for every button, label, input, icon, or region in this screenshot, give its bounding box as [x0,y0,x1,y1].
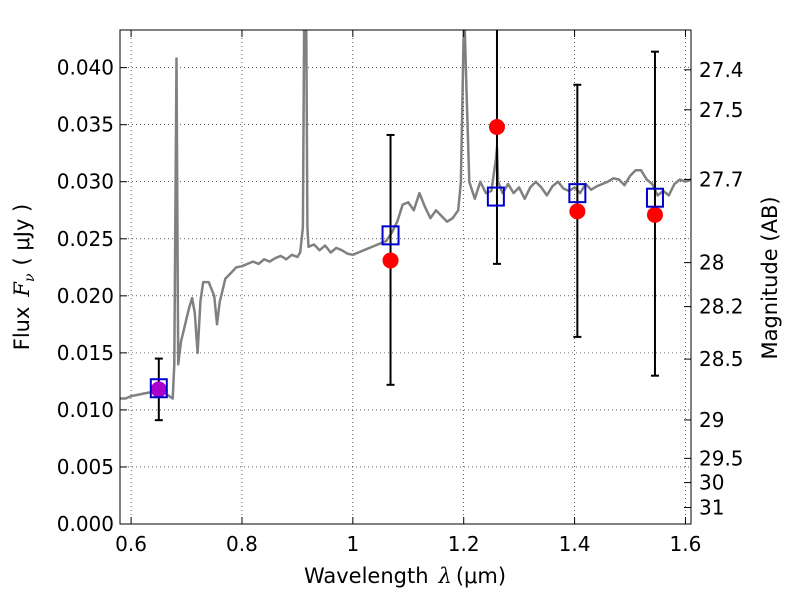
y2-tick-label: 28 [699,251,724,275]
model-spectrum-line [120,30,691,400]
y2-tick-label: 29.5 [699,446,744,470]
y2-tick-label: 27.7 [699,167,744,191]
x-axis-label: Wavelength λ (μm) [304,564,506,588]
y-tick-label: 0.035 [57,113,114,137]
model-flux-square [645,187,664,208]
axis-ticks [120,30,691,525]
x-tick-label: 1.6 [670,532,702,556]
model-flux-square [568,183,587,204]
y-tick-label: 0.010 [57,398,114,422]
plot-content [120,30,691,422]
x-tick-label: 1 [346,532,359,556]
x-tick-label: 0.8 [226,532,258,556]
y2-tick-label: 31 [699,496,724,520]
y2-tick-label: 29 [699,408,724,432]
y2-tick-label: 28.2 [699,295,744,319]
y2-tick-label: 27.5 [699,98,744,122]
x-tick-label: 1.4 [559,532,591,556]
y-tick-label: 0.015 [57,341,114,365]
model-flux-square [486,186,505,207]
y2-tick-label: 27.4 [699,58,744,82]
plot-area [120,30,691,524]
y-tick-label: 0.030 [57,170,114,194]
y2-tick-label: 30 [699,471,724,495]
plot-frame [119,29,692,525]
observed-flux-point [382,252,399,269]
x-tick-label: 1.2 [448,532,480,556]
observed-flux-point [150,381,167,398]
y2-axis-label: Magnitude (AB) [758,196,782,359]
x-tick-label: 0.6 [115,532,147,556]
y2-tick-label: 28.5 [699,347,744,371]
y-tick-label: 0.020 [57,284,114,308]
model-flux-square [149,378,168,399]
y-tick-label: 0.000 [57,512,114,536]
model-flux-square [381,225,400,246]
y-axis-label: FluxFν( μJy ) [10,204,38,350]
axis-tick-labels: 0.6 0.8 1 1.2 1.4 1.6 0.000 0.005 0.010 0.015 0.02… [57,56,744,556]
observed-flux-point [646,206,663,223]
y-tick-label: 0.040 [57,56,114,80]
observed-flux-point [569,203,586,220]
observed-flux-point [488,118,505,135]
y-tick-label: 0.025 [57,227,114,251]
y-tick-label: 0.005 [57,455,114,479]
